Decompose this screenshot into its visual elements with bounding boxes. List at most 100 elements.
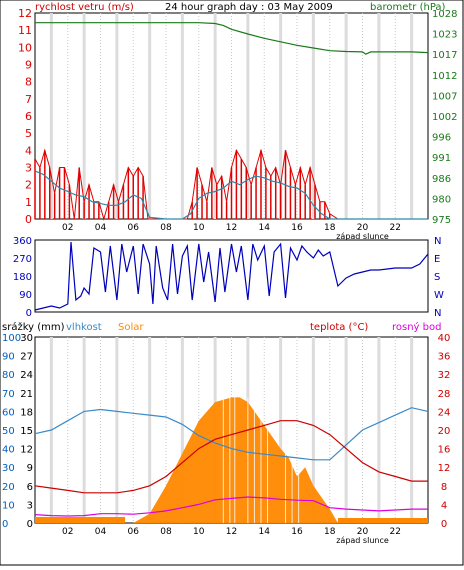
direction-tick-label: 180 [13, 272, 32, 283]
wind-tick-label: 6 [25, 110, 32, 123]
barometer-tick-label: 1007 [432, 91, 457, 102]
wind-tick-label: 1 [25, 196, 32, 209]
solar-baseline-strip [337, 518, 428, 523]
hour-tick-label: 06 [128, 223, 140, 233]
humidity-tick-label: 21 [20, 389, 33, 400]
wind-tick-label: 8 [25, 76, 32, 89]
hour-tick-label: 22 [390, 527, 401, 537]
hour-tick-label: 10 [193, 223, 205, 233]
barometer-tick-label: 1012 [432, 71, 457, 82]
compass-tick-label: N [434, 308, 441, 319]
humidity-tick-label: 30 [20, 333, 33, 344]
humidity-tick-label: 15 [20, 426, 33, 437]
temperature-tick-label: 16 [438, 445, 451, 456]
wind-tick-label: 0 [25, 213, 32, 226]
barometer-tick-label: 996 [432, 133, 451, 144]
direction-tick-label: 90 [19, 290, 32, 301]
wind-direction-line [34, 241, 429, 311]
sunset-label: západ slunce [336, 232, 389, 241]
temperature-line [34, 420, 428, 494]
humidity-tick-label: 18 [20, 407, 33, 418]
legend-solar: Solar [118, 322, 144, 333]
rain-tick-label: 10 [2, 500, 15, 511]
rain-tick-label: 80 [2, 370, 15, 381]
rain-tick-label: 100 [2, 333, 21, 344]
rain-tick-label: 70 [2, 389, 15, 400]
hour-tick-label: 16 [291, 223, 303, 233]
humidity-tick-label: 6 [27, 482, 33, 493]
compass-tick-label: S [434, 272, 440, 283]
legend-rain: srážky (mm) [2, 321, 65, 333]
hour-tick-label: 06 [128, 527, 140, 537]
legend-dewpoint: rosný bod [392, 321, 441, 333]
hour-tick-label: 04 [95, 527, 107, 537]
solar-baseline-strip [35, 517, 126, 523]
barometer-tick-label: 1017 [432, 50, 457, 61]
hour-tick-label: 12 [226, 527, 237, 537]
barometer-tick-label: 1023 [432, 30, 457, 41]
wind-tick-label: 4 [25, 144, 32, 157]
hour-tick-label: 16 [291, 527, 303, 537]
wind-tick-label: 2 [25, 179, 32, 192]
barometer-axis-label: barometr (hPa) [370, 2, 446, 13]
humidity-line [34, 407, 429, 461]
rain-tick-label: 20 [2, 482, 15, 493]
direction-tick-label: 360 [13, 236, 32, 247]
temperature-tick-label: 28 [438, 389, 451, 400]
temperature-tick-label: 32 [438, 370, 451, 381]
humidity-tick-label: 27 [20, 352, 33, 363]
hour-tick-label: 08 [160, 223, 172, 233]
barometer-tick-label: 991 [432, 153, 451, 164]
barometer-tick-label: 1002 [432, 112, 457, 123]
hour-tick-label: 04 [95, 223, 107, 233]
hour-tick-label: 18 [324, 527, 336, 537]
wind-tick-label: 10 [18, 41, 32, 54]
hour-tick-label: 10 [193, 527, 205, 537]
wind-tick-label: 9 [25, 59, 32, 72]
humidity-tick-label: 3 [27, 500, 33, 511]
barometer-tick-label: 1028 [432, 9, 457, 20]
barometer-tick-label: 986 [432, 174, 451, 185]
hour-tick-label: 02 [62, 223, 73, 233]
rain-tick-label: 0 [2, 519, 8, 530]
hour-tick-label: 22 [390, 223, 401, 233]
rain-tick-label: 40 [2, 445, 15, 456]
wind-tick-label: 3 [25, 162, 32, 175]
rain-tick-label: 60 [2, 407, 15, 418]
rain-tick-label: 30 [2, 463, 15, 474]
temperature-tick-label: 4 [441, 500, 447, 511]
compass-tick-label: W [434, 290, 444, 301]
hour-tick-label: 02 [62, 527, 73, 537]
chart-title: 24 hour graph day : 03 May 2009 [165, 2, 333, 13]
hour-tick-label: 12 [226, 223, 237, 233]
compass-tick-label: E [434, 254, 440, 265]
humidity-tick-label: 24 [20, 370, 33, 381]
compass-tick-label: N [434, 236, 441, 247]
humidity-tick-label: 9 [27, 463, 33, 474]
sunset-label: západ slunce [336, 536, 389, 545]
rain-tick-label: 90 [2, 352, 15, 363]
humidity-tick-label: 0 [27, 519, 33, 530]
direction-tick-label: 270 [13, 254, 32, 265]
wind-speed-line [34, 148, 428, 221]
wind-axis-label: rychlost vetru (m/s) [35, 2, 134, 13]
temperature-tick-label: 20 [438, 426, 451, 437]
hour-tick-label: 14 [259, 527, 271, 537]
direction-tick-label: 0 [26, 308, 32, 319]
wind-tick-label: 12 [18, 7, 32, 20]
temperature-tick-label: 12 [438, 463, 451, 474]
hour-tick-label: 18 [324, 223, 336, 233]
hour-tick-label: 20 [357, 223, 369, 233]
dewpoint-line [34, 496, 428, 517]
hour-tick-label: 08 [160, 527, 172, 537]
temperature-tick-label: 40 [438, 333, 451, 344]
wind-tick-label: 5 [25, 127, 32, 140]
hour-tick-label: 20 [357, 527, 369, 537]
temperature-tick-label: 0 [441, 519, 447, 530]
wind-average-line [34, 170, 428, 220]
humidity-tick-label: 12 [20, 445, 33, 456]
hour-tick-label: 14 [259, 223, 271, 233]
barometer-tick-label: 975 [432, 215, 451, 226]
